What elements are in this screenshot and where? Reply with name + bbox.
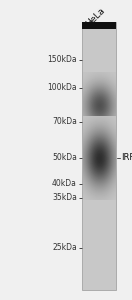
Text: 40kDa: 40kDa: [52, 179, 77, 188]
Bar: [82, 22, 116, 290]
Text: 50kDa: 50kDa: [52, 154, 77, 163]
Bar: [82, 22, 116, 29]
Text: 150kDa: 150kDa: [47, 56, 77, 64]
Text: HeLa: HeLa: [85, 5, 107, 28]
Text: IRF2: IRF2: [121, 154, 132, 163]
Text: 70kDa: 70kDa: [52, 118, 77, 127]
Text: 100kDa: 100kDa: [47, 83, 77, 92]
Text: 35kDa: 35kDa: [52, 194, 77, 202]
Text: 25kDa: 25kDa: [52, 244, 77, 253]
